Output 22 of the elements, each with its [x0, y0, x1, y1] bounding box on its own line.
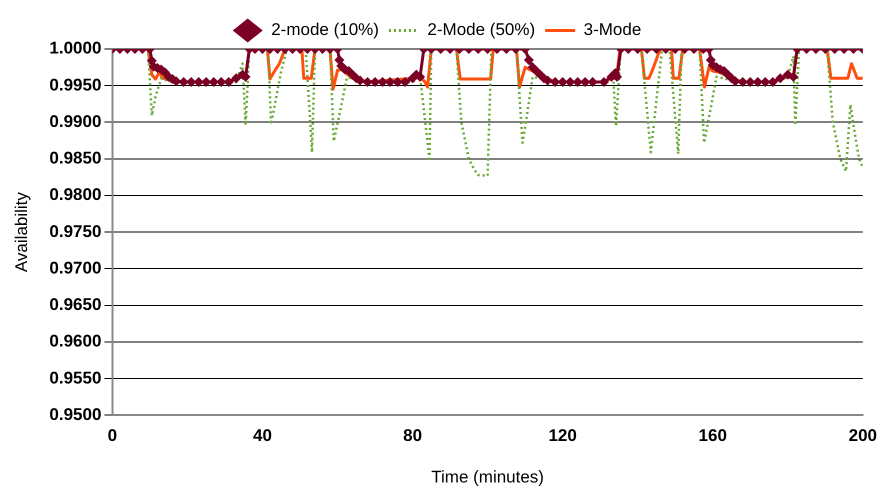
legend-label: 2-Mode (50%): [427, 20, 536, 40]
y-tick-label: 0.9850: [49, 148, 102, 168]
legend-label: 2-mode (10%): [271, 20, 379, 40]
y-tick-label: 0.9900: [49, 112, 102, 131]
y-tick-label: 1.0000: [49, 38, 102, 58]
y-tick-label: 0.9600: [49, 332, 102, 351]
x-tick-label: 80: [403, 426, 422, 446]
x-axis-title: Time (minutes): [431, 467, 544, 486]
y-tick-label: 0.9550: [49, 368, 102, 388]
x-tick-label: 0: [108, 426, 118, 446]
x-tick-label: 160: [698, 426, 727, 446]
y-tick-label: 0.9500: [49, 404, 102, 424]
x-tick-label: 200: [848, 426, 878, 446]
y-axis-title: Availability: [12, 192, 31, 272]
legend-label: 3-Mode: [584, 20, 642, 40]
x-tick-label: 120: [548, 426, 577, 446]
x-tick-label: 40: [253, 426, 272, 446]
y-tick-label: 0.9800: [49, 185, 102, 204]
y-tick-label: 0.9700: [49, 258, 102, 278]
y-tick-label: 0.9650: [49, 295, 102, 314]
y-tick-label: 0.9750: [49, 222, 102, 241]
y-tick-label: 0.9950: [49, 75, 102, 94]
